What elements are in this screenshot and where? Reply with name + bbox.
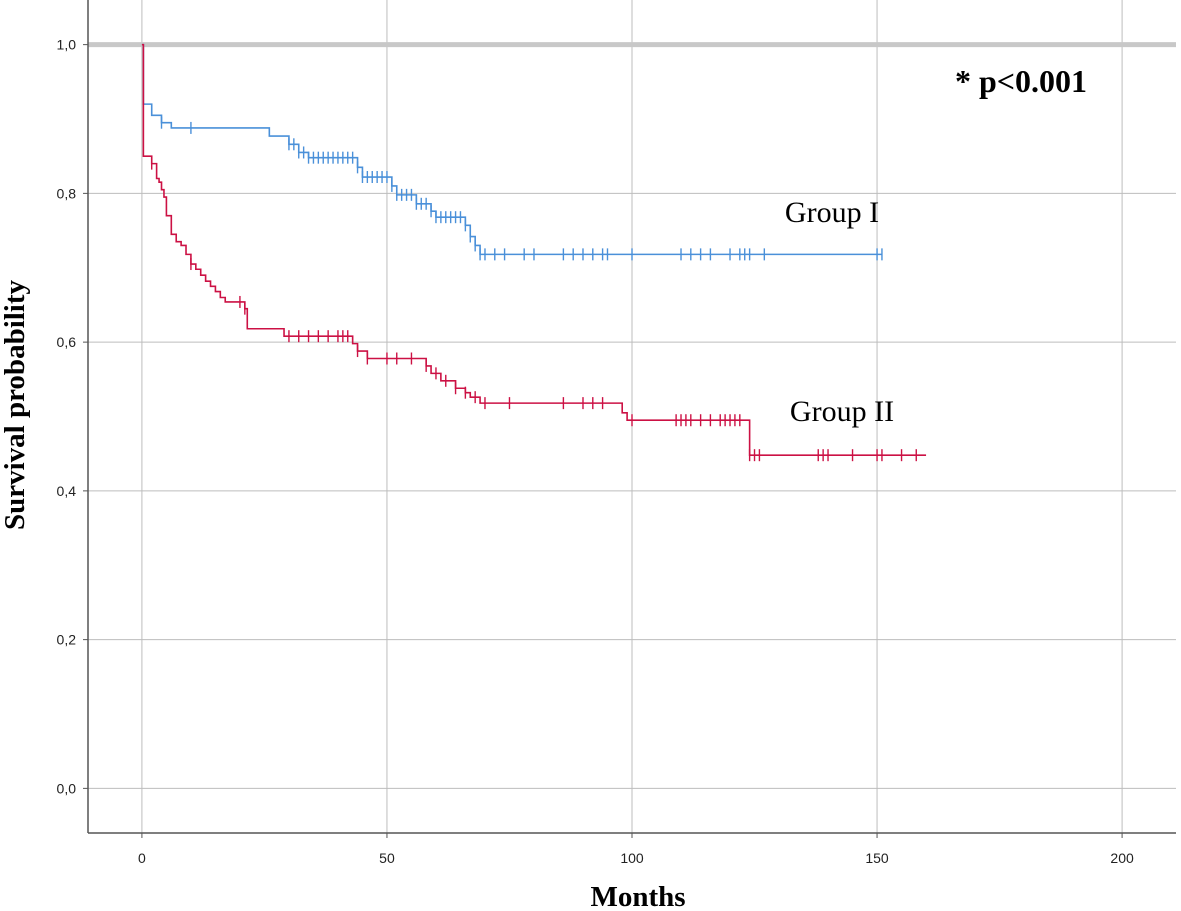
grid <box>88 0 1176 833</box>
y-tick-label: 0,2 <box>57 632 77 648</box>
y-axis-title: Survival probability <box>0 279 31 530</box>
y-tick-label: 0,4 <box>57 483 77 499</box>
x-tick-label: 200 <box>1110 850 1134 866</box>
labels-layer: Months Survival probability * p<0.001 Gr… <box>0 63 1087 911</box>
x-tick-label: 100 <box>620 850 644 866</box>
axes: 0 50 100 150 200 0,0 0,2 0,4 0,6 0,8 1,0 <box>57 0 1176 866</box>
y-tick-label: 0,6 <box>57 334 77 350</box>
y-tick-label: 1,0 <box>57 37 77 53</box>
y-tick-label: 0,8 <box>57 185 77 201</box>
x-tick-label: 150 <box>865 850 889 866</box>
p-value-annotation: * p<0.001 <box>955 63 1087 99</box>
x-axis-title: Months <box>590 881 685 911</box>
group-i-curve <box>141 43 882 256</box>
group-i-label: Group I <box>785 196 879 229</box>
x-tick-label: 0 <box>138 850 146 866</box>
series-layer <box>141 43 927 462</box>
y-tick-label: 0,0 <box>57 780 77 796</box>
x-tick-label: 50 <box>379 850 395 866</box>
group-ii-label: Group II <box>790 395 894 428</box>
